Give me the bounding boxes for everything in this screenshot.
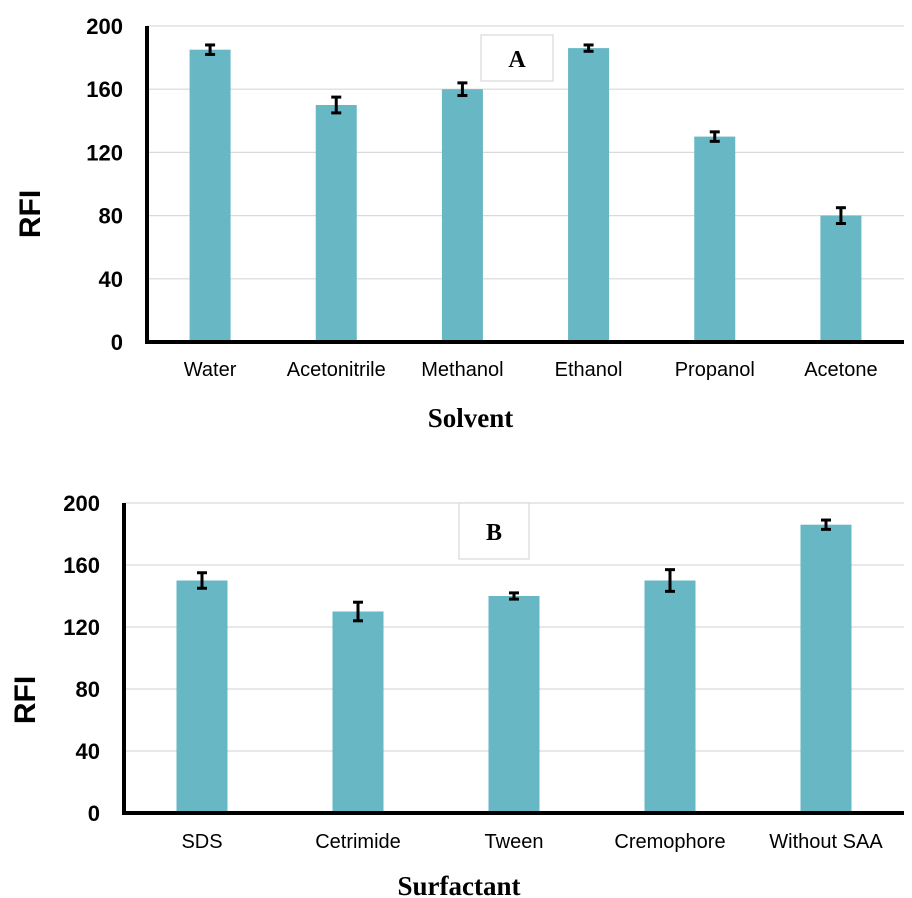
y-tick-label: 200 — [63, 491, 100, 516]
y-tick-label: 160 — [63, 553, 100, 578]
panel-label-box — [480, 34, 554, 82]
y-tick-label: 0 — [111, 330, 123, 355]
x-tick-label: Cetrimide — [315, 831, 401, 853]
panel-label-box — [458, 502, 530, 560]
chart-panel-a: 0 40 80 120 160 200 Water Acetonitrile Methanol E… — [14, 14, 904, 433]
bar-acetone — [820, 215, 862, 342]
x-axis-title: Surfactant — [398, 871, 521, 898]
x-tick-label: Tween — [485, 831, 544, 853]
x-tick-label: Water — [184, 359, 237, 381]
x-tick-label: Ethanol — [555, 359, 623, 381]
y-tick-label: 40 — [76, 739, 100, 764]
x-tick-label: SDS — [181, 831, 222, 853]
bar-cetrimide — [332, 611, 384, 813]
bar-without-saa — [800, 524, 852, 813]
x-tick-label: Propanol — [675, 359, 755, 381]
error-bar — [197, 571, 207, 590]
x-tick-label: Without SAA — [769, 831, 883, 853]
error-bar — [665, 568, 675, 593]
error-bar — [509, 591, 519, 601]
x-axis-title: Solvent — [428, 403, 514, 433]
y-tick-label: 120 — [63, 615, 100, 640]
y-tick-label: 80 — [99, 204, 123, 229]
bar-propanol — [694, 136, 736, 342]
y-tick-label: 160 — [86, 77, 123, 102]
bar-water — [189, 49, 231, 342]
bar-acetonitrile — [315, 105, 357, 342]
bar-ethanol — [568, 48, 610, 343]
bar-cremophore — [644, 580, 696, 813]
x-tick-label: Cremophore — [614, 831, 725, 853]
y-tick-label: 200 — [86, 14, 123, 39]
panel-label: A — [508, 47, 526, 73]
y-tick-label: 120 — [86, 140, 123, 165]
y-tick-label: 80 — [76, 677, 100, 702]
y-tick-label: 40 — [99, 267, 123, 292]
x-tick-label: Acetone — [804, 359, 877, 381]
x-tick-label: Acetonitrile — [287, 359, 386, 381]
bar-tween — [488, 596, 540, 813]
error-bar — [583, 43, 594, 53]
error-bar — [709, 130, 720, 143]
chart-panel-b: 0 40 80 120 160 200 SDS Cetrimide Tween Cremophor… — [9, 491, 904, 898]
x-tick-label: Methanol — [421, 359, 503, 381]
y-axis-title: RFI — [9, 676, 42, 724]
y-axis-title: RFI — [14, 190, 47, 238]
error-bar — [331, 95, 342, 115]
error-bar — [821, 518, 831, 531]
bar-methanol — [441, 89, 483, 342]
error-bar — [205, 43, 216, 56]
error-bar — [353, 600, 363, 623]
error-bar — [835, 206, 846, 225]
y-tick-label: 0 — [88, 801, 100, 826]
error-bar — [457, 81, 468, 98]
panel-label: B — [486, 520, 502, 546]
bar-sds — [176, 580, 228, 813]
